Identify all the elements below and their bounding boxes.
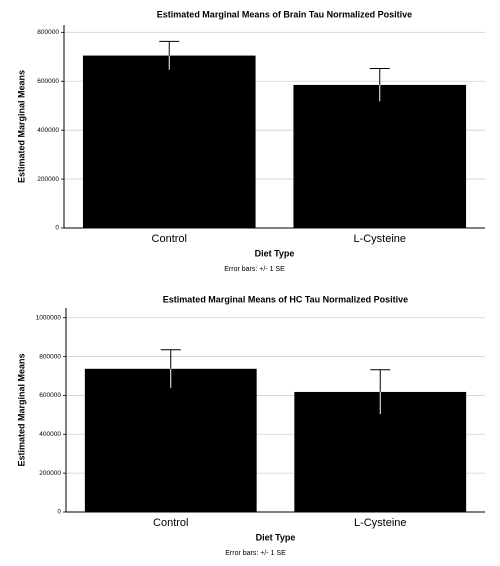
x-tick-label: Control	[153, 517, 188, 529]
x-axis-label: Diet Type	[256, 532, 296, 542]
note: Error bars: +/- 1 SE	[224, 266, 285, 273]
x-tick-label: L-Cysteine	[353, 233, 406, 245]
y-tick-label: 0	[57, 509, 61, 516]
bar	[84, 368, 257, 512]
x-tick-label: L-Cysteine	[354, 517, 407, 529]
y-tick-label: 600000	[37, 78, 59, 85]
chart-title: Estimated Marginal Means of Brain Tau No…	[157, 9, 412, 19]
bar	[82, 55, 256, 228]
y-tick-label: 0	[55, 225, 59, 232]
bar	[293, 84, 467, 228]
y-axis-label: Estimated Marginal Means	[16, 353, 26, 466]
y-tick-label: 800000	[39, 353, 61, 360]
x-tick-label: Control	[152, 233, 187, 245]
y-axis-label: Estimated Marginal Means	[16, 70, 26, 183]
y-tick-label: 400000	[39, 431, 61, 438]
note: Error bars: +/- 1 SE	[225, 550, 286, 557]
x-axis-label: Diet Type	[255, 248, 295, 258]
y-tick-label: 800000	[37, 29, 59, 36]
chart-title: Estimated Marginal Means of HC Tau Norma…	[163, 294, 408, 304]
y-tick-label: 200000	[37, 176, 59, 183]
y-tick-label: 1000000	[36, 314, 62, 321]
y-tick-label: 200000	[39, 470, 61, 477]
y-tick-label: 600000	[39, 392, 61, 399]
y-tick-label: 400000	[37, 127, 59, 134]
